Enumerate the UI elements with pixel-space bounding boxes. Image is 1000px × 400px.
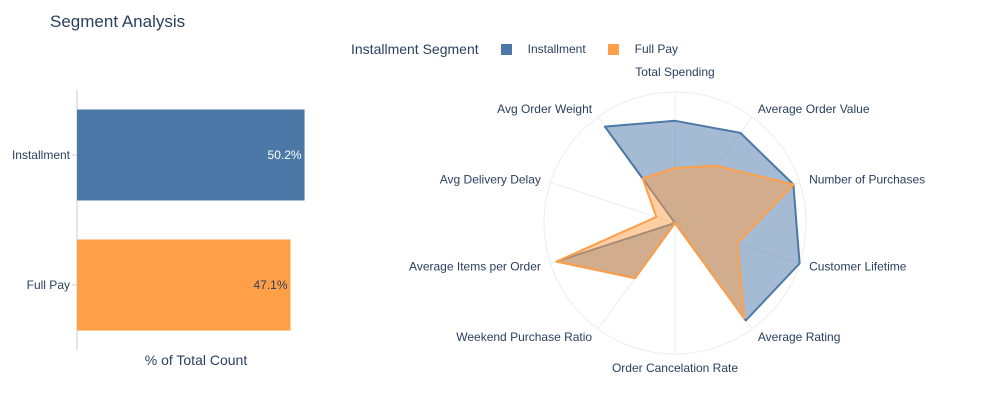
radar-axis-label-number-of-purchases: Number of Purchases xyxy=(809,172,925,186)
radar-axis-label-average-rating: Average Rating xyxy=(758,330,841,344)
bar-y-tick-label-full-pay: Full Pay xyxy=(27,278,70,292)
page-title: Segment Analysis xyxy=(50,12,186,31)
legend: Installment Segment Installment Full Pay xyxy=(351,40,700,58)
radar-spoke-avg-delivery-delay xyxy=(550,182,676,224)
radar-axis-label-avg-order-weight: Avg Order Weight xyxy=(497,102,593,116)
radar-chart: Total Spending Average Order Value Number … xyxy=(409,65,925,375)
bar-full-pay[interactable] xyxy=(77,239,291,331)
radar-series-full-pay[interactable] xyxy=(555,164,795,320)
bar-x-axis-title: % of Total Count xyxy=(145,352,248,368)
legend-title: Installment Segment xyxy=(351,41,479,57)
radar-axis-label-avg-delivery-delay: Avg Delivery Delay xyxy=(440,172,541,186)
bar-y-tick-label-installment: Installment xyxy=(12,148,71,162)
legend-label-full-pay: Full Pay xyxy=(634,42,679,56)
legend-swatch-installment xyxy=(500,43,512,55)
bar-installment[interactable] xyxy=(77,109,305,201)
radar-axis-label-weekend-purchase-ratio: Weekend Purchase Ratio xyxy=(456,330,592,344)
bar-chart: Installment 50.2% Full Pay 47.1% % of Total … xyxy=(12,90,305,368)
legend-swatch-full-pay xyxy=(607,43,619,55)
radar-axis-label-average-order-value: Average Order Value xyxy=(758,102,870,116)
legend-item-full-pay[interactable]: Full Pay xyxy=(607,42,679,56)
bar-data-label-installment: 50.2% xyxy=(268,148,302,162)
radar-axis-label-order-cancelation-rate: Order Cancelation Rate xyxy=(612,361,738,375)
legend-item-installment[interactable]: Installment xyxy=(500,42,586,56)
radar-axis-label-customer-lifetime: Customer Lifetime xyxy=(809,260,907,274)
radar-axis-label-average-items-per-order: Average Items per Order xyxy=(409,260,541,274)
bar-data-label-full-pay: 47.1% xyxy=(253,278,287,292)
radar-axis-label-total-spending: Total Spending xyxy=(635,65,714,79)
legend-label-installment: Installment xyxy=(527,42,586,56)
